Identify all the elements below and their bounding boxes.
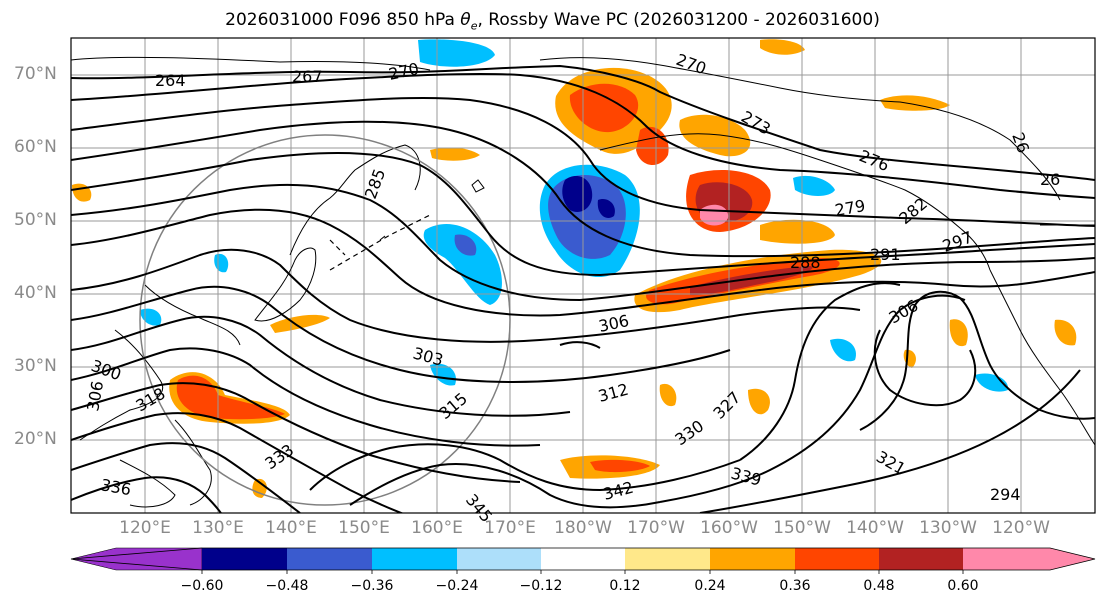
- lat-label: 30°N: [14, 356, 57, 376]
- colorbar-tick-label: 0.24: [694, 578, 726, 594]
- colorbar: [70, 547, 1096, 574]
- contour-label: 270: [674, 50, 709, 78]
- contour-label: 327: [709, 388, 744, 423]
- shading-anomalies: [72, 39, 1077, 498]
- contour-label: 330: [671, 416, 707, 449]
- lon-label: 180°W: [554, 518, 612, 538]
- contour-label: 270: [387, 59, 421, 84]
- contour-label: 276: [857, 146, 892, 175]
- contour-label: 264: [155, 71, 186, 90]
- contour-label: 312: [596, 380, 630, 406]
- colorbar-tick-label: 0.36: [779, 578, 811, 594]
- map-title: 2026031000 F096 850 hPa θe, Rossby Wave …: [225, 10, 880, 33]
- colorbar-tick-label: −0.12: [519, 578, 563, 594]
- lon-label: 170°E: [484, 518, 536, 538]
- colorbar-low-extend: [70, 547, 203, 571]
- lon-label: 150°E: [338, 518, 390, 538]
- lon-label: 140°W: [846, 518, 904, 538]
- colorbar-tick-label: −0.36: [350, 578, 394, 594]
- contour-label: 306: [83, 379, 107, 412]
- contour-label: 282: [895, 194, 931, 228]
- contour-label: 336: [99, 475, 132, 499]
- contour-label: 300: [89, 356, 124, 384]
- contour-label: 339: [729, 464, 763, 490]
- contour-label: 333: [261, 440, 297, 473]
- lat-label: 40°N: [14, 283, 57, 303]
- lon-label: 170°W: [627, 518, 685, 538]
- lon-label: 120°E: [119, 518, 171, 538]
- theta-e-contours: [71, 64, 1095, 513]
- lat-label: 70°N: [14, 64, 57, 84]
- lon-label: 130°E: [192, 518, 244, 538]
- contour-label: 26: [1040, 170, 1060, 189]
- contour-label: 321: [873, 447, 909, 479]
- contour-label: 26: [1008, 130, 1033, 156]
- lat-label: 60°N: [14, 137, 57, 157]
- contour-label: 291: [870, 245, 901, 264]
- lon-label: 130°W: [919, 518, 977, 538]
- lon-label: 140°E: [265, 518, 317, 538]
- contour-label: 294: [990, 485, 1021, 504]
- lon-label: 120°W: [992, 518, 1050, 538]
- rossby-region-circle: [139, 134, 511, 506]
- contour-label: 288: [790, 253, 821, 272]
- lat-label: 50°N: [14, 210, 57, 230]
- lon-label: 160°W: [700, 518, 758, 538]
- contour-label: 342: [601, 478, 635, 504]
- contour-label: 303: [411, 344, 445, 370]
- colorbar-tick-label: 0.48: [863, 578, 895, 594]
- colorbar-tick-label: 0.12: [609, 578, 641, 594]
- lat-label: 20°N: [14, 429, 57, 449]
- colorbar-high-extend: [963, 548, 1095, 570]
- colorbar-tick-label: −0.48: [265, 578, 309, 594]
- colorbar-tick-label: −0.60: [180, 578, 224, 594]
- colorbar-tick-label: −0.24: [435, 578, 479, 594]
- contour-label: 285: [361, 166, 389, 201]
- contour-label-group: 264 267 270 270 273 276 279 282 285 288 …: [83, 50, 1060, 526]
- coastlines: [71, 56, 1095, 508]
- contour-label: 267: [292, 67, 323, 86]
- contour-label: 315: [435, 389, 471, 423]
- lon-label: 160°E: [411, 518, 463, 538]
- colorbar-tick-label: 0.60: [947, 578, 979, 594]
- lon-label: 150°W: [773, 518, 831, 538]
